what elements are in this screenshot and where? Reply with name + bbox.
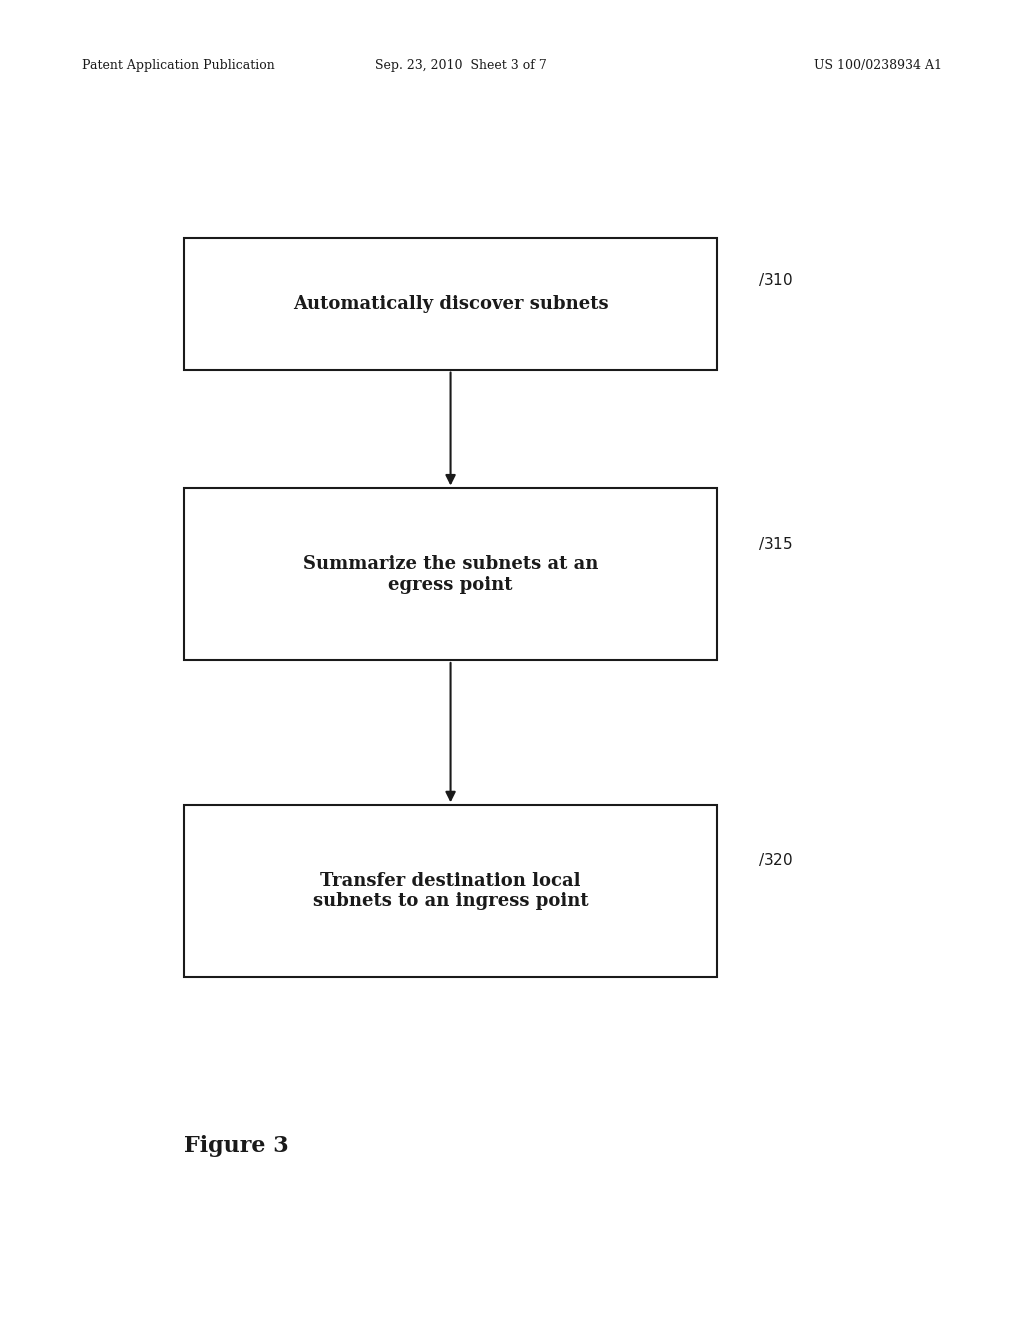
Text: Figure 3: Figure 3 xyxy=(184,1135,289,1158)
Text: Automatically discover subnets: Automatically discover subnets xyxy=(293,294,608,313)
FancyBboxPatch shape xyxy=(184,488,717,660)
FancyBboxPatch shape xyxy=(184,805,717,977)
Text: $\mathsf{\mathit{/315}}$: $\mathsf{\mathit{/315}}$ xyxy=(758,535,793,552)
Text: US 100/0238934 A1: US 100/0238934 A1 xyxy=(814,59,942,73)
Text: $\mathsf{\mathit{/310}}$: $\mathsf{\mathit{/310}}$ xyxy=(758,271,793,288)
Text: Sep. 23, 2010  Sheet 3 of 7: Sep. 23, 2010 Sheet 3 of 7 xyxy=(375,59,547,73)
FancyBboxPatch shape xyxy=(184,238,717,370)
Text: Summarize the subnets at an
egress point: Summarize the subnets at an egress point xyxy=(303,554,598,594)
Text: $\mathsf{\mathit{/320}}$: $\mathsf{\mathit{/320}}$ xyxy=(758,851,793,869)
Text: Patent Application Publication: Patent Application Publication xyxy=(82,59,274,73)
Text: Transfer destination local
subnets to an ingress point: Transfer destination local subnets to an… xyxy=(312,871,589,911)
